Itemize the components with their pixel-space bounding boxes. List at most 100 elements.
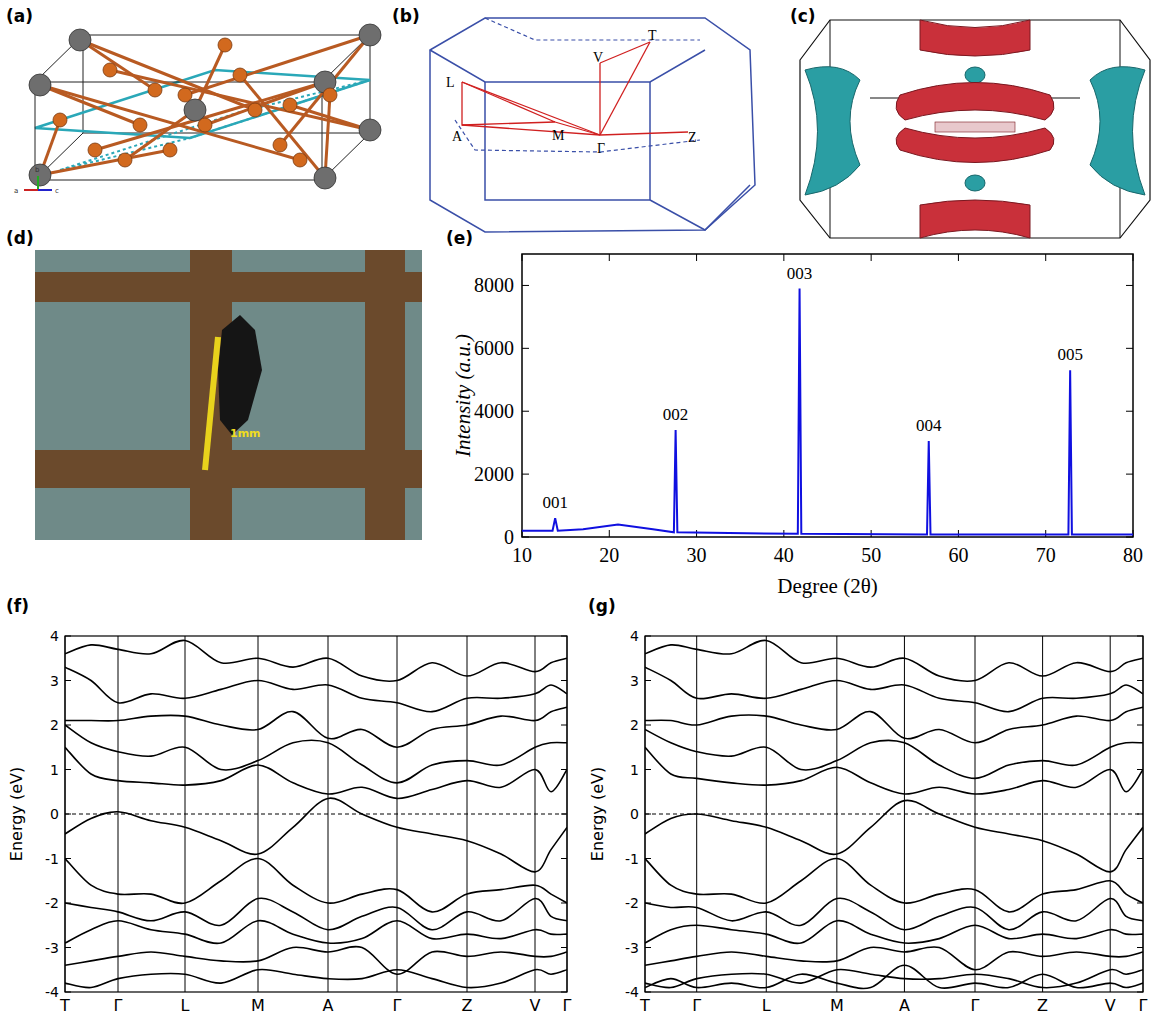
x-tick-label: L <box>762 996 771 1015</box>
k-point-label: Γ <box>597 141 605 156</box>
zone-edge <box>430 50 705 82</box>
y-tick <box>1137 858 1143 859</box>
x-tick <box>522 254 523 261</box>
k-path <box>462 82 555 125</box>
y-tick-label: 2 <box>50 717 59 733</box>
band <box>65 640 567 681</box>
x-tick-label: Γ <box>114 996 123 1015</box>
x-tick-label: Z <box>1037 996 1048 1015</box>
x-tick-label: 60 <box>948 544 968 566</box>
y-tick <box>65 680 71 681</box>
atom-small <box>88 143 102 157</box>
atom-small <box>323 88 337 102</box>
bond <box>240 75 325 178</box>
atom-small <box>248 103 262 117</box>
plot-area <box>522 289 1133 535</box>
atom-large <box>184 99 206 121</box>
surface-sheet <box>1090 67 1145 195</box>
atom-small <box>178 88 192 102</box>
surface-sheet <box>805 67 860 195</box>
band <box>645 800 1143 872</box>
peak-label: 003 <box>787 264 813 283</box>
surface-sheet <box>896 83 1054 121</box>
x-tick <box>609 530 610 537</box>
x-tick-label: T <box>639 996 650 1015</box>
x-tick-label: 20 <box>599 544 619 566</box>
band-chart: TΓLMAΓZVΓ-4-3-2-101234Energy (eV) <box>7 628 572 1015</box>
atom-small <box>103 63 117 77</box>
panel-letter: (b) <box>392 6 420 26</box>
band <box>65 969 567 987</box>
y-tick <box>1137 680 1143 681</box>
zone-edge-hidden <box>455 120 700 152</box>
x-tick-label: Z <box>462 996 473 1015</box>
band <box>645 921 1143 944</box>
x-tick-label: M <box>251 996 265 1015</box>
plot-area <box>65 640 567 987</box>
atom-small <box>198 118 212 132</box>
y-tick <box>1126 285 1133 286</box>
atom-small <box>273 138 287 152</box>
x-tick-label: 10 <box>512 544 532 566</box>
axis-b <box>37 176 39 190</box>
bond <box>125 110 195 160</box>
y-tick <box>522 474 529 475</box>
k-grid-line <box>1042 636 1043 992</box>
y-tick <box>645 680 651 681</box>
atom-small <box>293 153 307 167</box>
y-axis-title: Intensity (a.u.) <box>451 334 475 458</box>
x-tick-label: V <box>530 996 541 1015</box>
atom-large <box>314 167 336 189</box>
k-path <box>462 82 600 135</box>
y-tick-label: 2000 <box>474 463 514 485</box>
band <box>65 947 567 975</box>
k-path <box>599 63 600 135</box>
peak-label: 004 <box>916 416 942 435</box>
x-tick-label: Γ <box>1139 996 1148 1015</box>
y-tick <box>65 947 71 948</box>
panel-letter: (c) <box>790 6 816 26</box>
band <box>65 707 567 747</box>
y-tick-label: -3 <box>625 940 639 956</box>
axis-label: b <box>35 166 40 174</box>
x-tick <box>958 254 959 261</box>
peak-label: 005 <box>1057 345 1083 364</box>
y-tick <box>1137 947 1143 948</box>
y-tick <box>522 537 529 538</box>
y-tick <box>561 680 567 681</box>
x-tick-label: T <box>59 996 70 1015</box>
x-tick-label: 70 <box>1036 544 1056 566</box>
fermi-surface <box>800 20 1150 238</box>
band <box>65 898 567 929</box>
x-axis-title: Degree (2θ) <box>777 574 877 598</box>
band <box>645 640 1143 681</box>
y-tick-label: 2 <box>630 717 639 733</box>
k-point-label: V <box>593 50 603 65</box>
k-point-label: Z <box>688 130 697 145</box>
y-tick-label: 0 <box>504 526 514 548</box>
y-tick-label: 4 <box>630 628 639 644</box>
y-tick <box>65 769 71 770</box>
y-tick-label: 4000 <box>474 400 514 422</box>
xrd-line <box>522 289 1133 535</box>
band <box>645 898 1143 929</box>
x-tick-label: L <box>181 996 190 1015</box>
y-tick <box>1126 411 1133 412</box>
atom-large <box>29 74 51 96</box>
panel-letter: (e) <box>446 228 473 248</box>
k-path <box>462 125 600 135</box>
x-tick-label: Γ <box>971 996 980 1015</box>
band <box>65 667 567 712</box>
x-tick <box>1045 254 1046 261</box>
surface-pocket <box>965 175 985 191</box>
bond <box>95 82 325 150</box>
y-tick-label: -4 <box>625 984 639 1000</box>
y-tick <box>1126 474 1133 475</box>
x-tick-label: 80 <box>1123 544 1143 566</box>
y-tick <box>522 348 529 349</box>
bond <box>185 35 370 95</box>
fermi-level <box>645 814 1143 815</box>
grid-line <box>35 272 422 302</box>
y-tick <box>561 858 567 859</box>
band <box>65 725 567 783</box>
